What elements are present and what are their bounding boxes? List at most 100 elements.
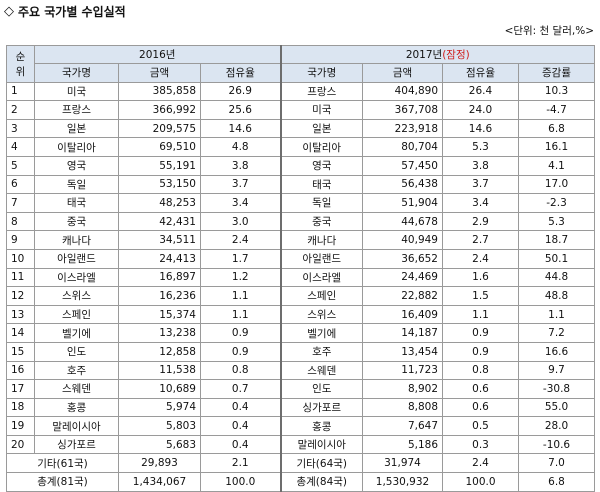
page-title-text: 주요 국가별 수입실적 xyxy=(18,5,126,19)
amount-2016-cell: 5,683 xyxy=(118,434,201,455)
share-2017-cell: 0.6 xyxy=(442,379,519,399)
country-2017-cell: 일본 xyxy=(279,118,363,139)
col-country-2017: 국가명 xyxy=(279,63,363,83)
country-2017-cell: 이탈리아 xyxy=(279,137,363,157)
share-2016-cell: 4.8 xyxy=(200,137,281,157)
country-2016-cell: 싱가포르 xyxy=(34,434,119,455)
country-2017-cell: 독일 xyxy=(279,193,363,213)
amount-2016-cell: 16,236 xyxy=(118,286,201,306)
amount-2017-cell: 7,647 xyxy=(362,416,443,436)
table-row: 14 벨기에 13,238 0.9 벨기에 14,187 0.9 7.2 xyxy=(6,323,596,343)
total-row: 총계(81국) 1,434,067 100.0 총계(84국) 1,530,93… xyxy=(6,472,596,492)
share-2017-cell: 0.6 xyxy=(442,397,519,418)
amount-2017-cell: 16,409 xyxy=(362,304,443,325)
share-2017-cell: 24.0 xyxy=(442,100,519,120)
amount-2016-cell: 42,431 xyxy=(118,211,201,232)
share-2017-cell: 3.8 xyxy=(442,155,519,176)
amount-2016-cell: 209,575 xyxy=(118,118,201,139)
total-amount-2016: 1,434,067 xyxy=(118,472,201,492)
share-2016-cell: 14.6 xyxy=(200,118,281,139)
year-2017-header: 2017년(잠정) xyxy=(279,45,596,64)
rank-cell: 15 xyxy=(6,341,35,362)
country-2017-cell: 호주 xyxy=(279,341,363,362)
col-growth-2017: 증감률 xyxy=(517,63,596,83)
country-2016-cell: 이탈리아 xyxy=(34,137,119,157)
share-2017-cell: 0.3 xyxy=(442,434,519,455)
share-2016-cell: 0.8 xyxy=(200,360,281,381)
growth-2017-cell: 16.6 xyxy=(517,341,596,362)
growth-2017-cell: 17.0 xyxy=(517,174,596,195)
growth-2017-cell: 6.8 xyxy=(517,118,596,139)
country-2016-cell: 프랑스 xyxy=(34,100,119,120)
country-2016-cell: 캐나다 xyxy=(34,230,119,250)
share-2016-cell: 3.7 xyxy=(200,174,281,195)
amount-2017-cell: 36,652 xyxy=(362,248,443,269)
amount-2017-cell: 8,808 xyxy=(362,397,443,418)
amount-2017-cell: 24,469 xyxy=(362,267,443,288)
amount-2017-cell: 404,890 xyxy=(362,81,443,102)
share-2017-cell: 3.7 xyxy=(442,174,519,195)
growth-2017-cell: 55.0 xyxy=(517,397,596,418)
others-amount-2017: 31,974 xyxy=(362,453,443,474)
amount-2017-cell: 56,438 xyxy=(362,174,443,195)
country-2017-cell: 중국 xyxy=(279,211,363,232)
growth-2017-cell: 10.3 xyxy=(517,81,596,102)
share-2017-cell: 0.9 xyxy=(442,341,519,362)
table-row: 5 영국 55,191 3.8 영국 57,450 3.8 4.1 xyxy=(6,155,596,176)
country-2016-cell: 태국 xyxy=(34,193,119,213)
amount-2017-cell: 22,882 xyxy=(362,286,443,306)
rank-cell: 11 xyxy=(6,267,35,288)
col-share-2017: 점유율 xyxy=(442,63,519,83)
country-2017-cell: 인도 xyxy=(279,379,363,399)
rank-cell: 12 xyxy=(6,286,35,306)
table-row: 19 말레이시아 5,803 0.4 홍콩 7,647 0.5 28.0 xyxy=(6,416,596,436)
country-2016-cell: 아일랜드 xyxy=(34,248,119,269)
rank-header: 순 위 xyxy=(6,45,35,83)
amount-2017-cell: 44,678 xyxy=(362,211,443,232)
share-2016-cell: 1.2 xyxy=(200,267,281,288)
country-2016-cell: 영국 xyxy=(34,155,119,176)
rank-header-top: 순 xyxy=(15,50,26,63)
share-2016-cell: 1.1 xyxy=(200,286,281,306)
table-row: 10 아일랜드 24,413 1.7 아일랜드 36,652 2.4 50.1 xyxy=(6,248,596,269)
rank-header-bottom: 위 xyxy=(15,65,26,78)
table-row: 6 독일 53,150 3.7 태국 56,438 3.7 17.0 xyxy=(6,174,596,195)
year-2017-label: 2017년 xyxy=(405,49,443,61)
share-2017-cell: 2.4 xyxy=(442,248,519,269)
share-2016-cell: 0.9 xyxy=(200,323,281,343)
country-2017-cell: 캐나다 xyxy=(279,230,363,250)
rank-cell: 17 xyxy=(6,379,35,399)
others-amount-2016: 29,893 xyxy=(118,453,201,474)
country-2016-cell: 홍콩 xyxy=(34,397,119,418)
amount-2016-cell: 48,253 xyxy=(118,193,201,213)
rank-cell: 3 xyxy=(6,118,35,139)
share-2017-cell: 26.4 xyxy=(442,81,519,102)
country-2017-cell: 미국 xyxy=(279,100,363,120)
others-country-2017: 기타(64국) xyxy=(279,453,363,474)
growth-2017-cell: -4.7 xyxy=(517,100,596,120)
growth-2017-cell: 16.1 xyxy=(517,137,596,157)
country-2016-cell: 말레이시아 xyxy=(34,416,119,436)
growth-2017-cell: 5.3 xyxy=(517,211,596,232)
share-2016-cell: 3.0 xyxy=(200,211,281,232)
rank-cell: 14 xyxy=(6,323,35,343)
table-row: 8 중국 42,431 3.0 중국 44,678 2.9 5.3 xyxy=(6,211,596,232)
country-2016-cell: 벨기에 xyxy=(34,323,119,343)
country-2017-cell: 아일랜드 xyxy=(279,248,363,269)
amount-2016-cell: 12,858 xyxy=(118,341,201,362)
growth-2017-cell: 7.2 xyxy=(517,323,596,343)
amount-2016-cell: 34,511 xyxy=(118,230,201,250)
share-2016-cell: 0.9 xyxy=(200,341,281,362)
share-2016-cell: 0.7 xyxy=(200,379,281,399)
table-row: 4 이탈리아 69,510 4.8 이탈리아 80,704 5.3 16.1 xyxy=(6,137,596,157)
others-growth-2017: 7.0 xyxy=(517,453,596,474)
growth-2017-cell: 44.8 xyxy=(517,267,596,288)
table-row: 7 태국 48,253 3.4 독일 51,904 3.4 -2.3 xyxy=(6,193,596,213)
amount-2016-cell: 15,374 xyxy=(118,304,201,325)
amount-2017-cell: 57,450 xyxy=(362,155,443,176)
rank-cell: 16 xyxy=(6,360,35,381)
rank-cell: 8 xyxy=(6,211,35,232)
growth-2017-cell: 18.7 xyxy=(517,230,596,250)
share-2017-cell: 2.9 xyxy=(442,211,519,232)
share-2017-cell: 3.4 xyxy=(442,193,519,213)
